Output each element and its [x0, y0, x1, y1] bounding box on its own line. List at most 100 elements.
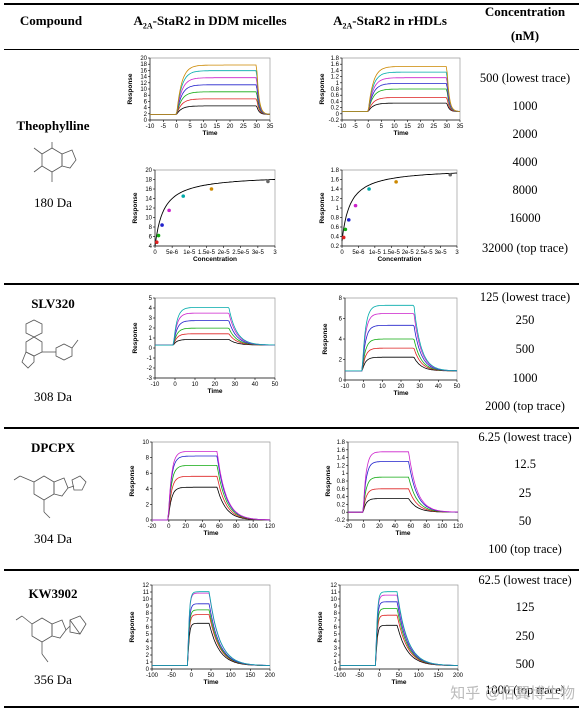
x-tick-label: 3	[455, 250, 459, 256]
header-rhdl: A2A-StaR2 in rHDLs	[333, 13, 447, 31]
conc-dpcpx-2: 25	[518, 486, 532, 500]
y-tick-label: 0.6	[337, 487, 346, 493]
y-tick-label: 4	[149, 306, 153, 312]
y-tick-label: 2	[334, 653, 338, 659]
y-tick-label: 10	[142, 597, 149, 603]
y-axis-label: Response	[322, 323, 329, 354]
y-tick-label: 5	[149, 296, 153, 302]
y-tick-label: 0.2	[337, 502, 346, 508]
axis-line	[339, 585, 458, 670]
conc-theophylline-2: 2000	[512, 127, 538, 141]
y-tick-label: 1.4	[331, 187, 340, 193]
x-tick-label: 0	[362, 524, 366, 530]
x-tick-label: 5e-6	[352, 250, 365, 256]
x-tick-label: 35	[457, 124, 464, 130]
conc-theophylline-5: 16000	[509, 211, 541, 225]
y-tick-label: 8	[334, 611, 338, 617]
y-tick-label: 1.2	[331, 197, 340, 203]
y-tick-label: 7	[334, 618, 338, 624]
y-axis-label: Response	[132, 192, 139, 223]
y-tick-label: 1.6	[331, 62, 340, 68]
y-tick-label: 0.4	[337, 495, 346, 501]
x-tick-label: -100	[146, 673, 159, 679]
x-tick-label: 30	[416, 384, 423, 390]
y-tick-label: 18	[145, 178, 152, 184]
y-tick-label: 6	[146, 471, 150, 477]
data-point	[343, 227, 348, 232]
y-tick-label: 14	[145, 197, 152, 203]
x-tick-label: 0	[167, 524, 171, 530]
x-axis-label: Time	[207, 388, 222, 395]
frame-line	[348, 441, 459, 520]
conc-theophylline-6: 32000 (top trace)	[481, 241, 569, 255]
x-tick-label: 1e-5	[183, 250, 196, 256]
data-point	[448, 172, 453, 177]
x-tick-label: -10	[146, 124, 155, 130]
x-tick-label: 100	[248, 524, 259, 530]
frame-line	[155, 169, 276, 246]
x-tick-label: 10	[391, 124, 398, 130]
x-tick-label: 15	[213, 124, 220, 130]
data-point	[209, 187, 214, 191]
conc-slv320-1: 250	[515, 313, 535, 327]
y-tick-label: 1.2	[331, 75, 340, 81]
y-axis-label: Response	[319, 73, 326, 104]
x-tick-label: 20	[227, 124, 234, 130]
x-tick-label: 2.5e-5	[416, 250, 434, 256]
x-tick-label: -20	[344, 524, 353, 530]
x-tick-label: -10	[341, 384, 350, 390]
y-tick-label: 3	[146, 646, 150, 652]
data-point	[346, 218, 351, 222]
series-line	[152, 451, 270, 521]
y-tick-label: 10	[330, 597, 337, 603]
y-tick-label: 0.6	[331, 225, 340, 231]
y-axis-label: Response	[129, 611, 136, 642]
y-tick-label: 8	[339, 296, 343, 302]
frame-line	[152, 584, 271, 669]
y-tick-label: 14	[140, 75, 147, 81]
x-tick-label: -10	[338, 124, 347, 130]
y-tick-label: 4	[146, 487, 150, 493]
frame-line	[155, 297, 276, 378]
y-tick-label: 0.4	[331, 99, 340, 105]
conc-theophylline-4: 8000	[512, 183, 538, 197]
x-tick-label: 5e-6	[166, 250, 179, 256]
conc-dpcpx-3: 50	[518, 514, 532, 528]
dpcpx-structure-image	[13, 475, 87, 519]
x-tick-label: 120	[453, 524, 464, 530]
compound-name-kw3902: KW3902	[28, 586, 78, 601]
x-tick-label: 100	[437, 524, 448, 530]
conc-kw3902-3: 500	[515, 657, 535, 671]
x-tick-label: 150	[245, 673, 256, 679]
y-tick-label: 7	[146, 618, 150, 624]
y-tick-label: 0	[334, 667, 338, 673]
compound-name-dpcpx: DPCPX	[30, 440, 76, 455]
data-point	[341, 235, 346, 240]
y-tick-label: 6	[334, 625, 338, 631]
y-tick-label: 20	[145, 168, 152, 174]
conc-kw3902-1: 125	[515, 600, 535, 614]
kw3902-structure-image	[15, 615, 87, 663]
y-axis-label: Response	[129, 465, 136, 496]
y-tick-label: 0.2	[331, 106, 340, 112]
x-axis-label: Time	[393, 130, 408, 137]
y-tick-label: 1	[149, 336, 153, 342]
x-tick-label: 100	[226, 673, 237, 679]
x-tick-label: 150	[433, 673, 444, 679]
y-tick-label: 0	[342, 510, 346, 516]
x-tick-label: 1e-5	[369, 250, 382, 256]
y-tick-label: 1.2	[337, 463, 346, 469]
y-tick-label: 0.8	[337, 479, 346, 485]
y-tick-label: 3	[149, 316, 153, 322]
y-axis-label: Response	[317, 611, 324, 642]
y-tick-label: 1	[336, 206, 340, 212]
conc-theophylline-3: 4000	[512, 155, 538, 169]
y-tick-label: 4	[339, 337, 343, 343]
y-tick-label: 8	[146, 456, 150, 462]
x-tick-label: 30	[232, 382, 239, 388]
y-tick-label: -1	[147, 356, 153, 362]
data-point	[367, 187, 371, 191]
